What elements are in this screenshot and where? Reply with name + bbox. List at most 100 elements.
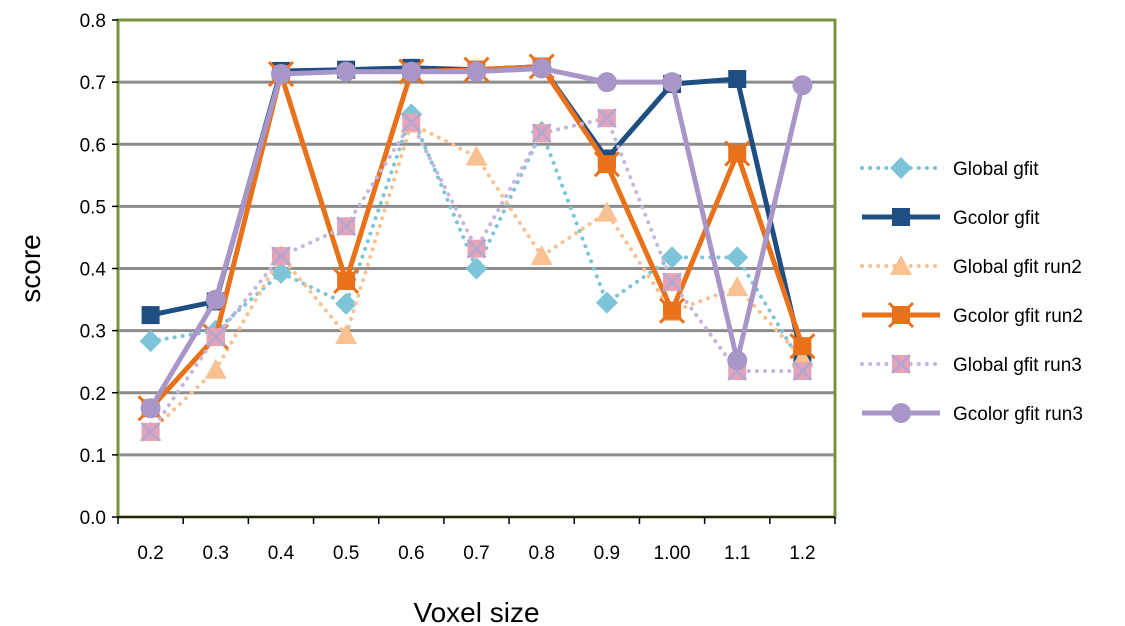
series-1-point xyxy=(139,330,162,353)
series-5-point xyxy=(140,422,161,442)
y-axis-title: score xyxy=(15,234,46,302)
legend-label: Global gfit run2 xyxy=(953,257,1082,278)
series-6-point xyxy=(336,61,357,82)
x-tick-label: 0.3 xyxy=(203,543,229,564)
series-4-point xyxy=(658,297,686,324)
legend-marker xyxy=(891,354,911,374)
series-5-line xyxy=(148,116,805,434)
series-6-point xyxy=(466,61,487,82)
series-4-point xyxy=(593,151,620,178)
series-5-point xyxy=(336,216,357,237)
series-5-point-cross xyxy=(662,272,682,293)
series-6-point xyxy=(140,398,161,419)
series-1-point xyxy=(661,246,684,269)
series-4-point-cross xyxy=(789,333,816,360)
x-tick-label: 0.5 xyxy=(333,543,359,564)
x-tick-label: 0.8 xyxy=(528,543,554,564)
legend-marker-cross xyxy=(887,301,915,329)
series-5-point xyxy=(596,108,617,129)
x-tick-label: 1.00 xyxy=(654,543,691,564)
series-5-point xyxy=(205,326,226,347)
legend-item: Gcolor gfit run2 xyxy=(862,301,1083,329)
series-5-point-cross xyxy=(271,246,291,266)
series-1-point xyxy=(595,291,618,314)
series-3-point xyxy=(726,276,749,297)
axes: 0.0 0.1 0.2 0.3 0.4 0.5 0.6 0.7 0.8 0.2 0.3 0.4 0.5 0… xyxy=(80,11,836,564)
legend-item: Gcolor gfit run3 xyxy=(862,403,1083,425)
series-4-point xyxy=(333,267,360,294)
series-6-point xyxy=(727,350,748,371)
series-1-point xyxy=(465,257,488,280)
x-tick-label: 0.2 xyxy=(137,543,163,564)
series-5-point-cross xyxy=(140,422,161,442)
x-tick-label: 0.7 xyxy=(463,543,489,564)
legend-item: Global gfit run2 xyxy=(860,255,1082,278)
series-4 xyxy=(137,53,816,422)
y-tick-label: 0.7 xyxy=(80,73,106,94)
series-3-point xyxy=(530,245,553,266)
series-5-point xyxy=(401,112,422,133)
series-4-point xyxy=(724,140,751,167)
series-5-point xyxy=(531,123,552,143)
legend-marker xyxy=(891,403,911,423)
series-1-point xyxy=(335,292,358,315)
series-layer xyxy=(137,53,816,442)
series-5-point-cross xyxy=(531,123,552,143)
x-tick-label: 0.4 xyxy=(268,543,295,564)
x-tick-label: 0.9 xyxy=(594,543,620,564)
x-tick-label: 1.1 xyxy=(724,543,750,564)
series-4-line xyxy=(148,64,805,410)
y-tick-label: 0.8 xyxy=(80,11,106,32)
series-5-point-cross xyxy=(596,108,617,129)
legend-item: Global gfit run3 xyxy=(860,354,1082,376)
legend-label: Gcolor gfit run2 xyxy=(953,306,1083,327)
x-tick-label: 1.2 xyxy=(789,543,815,564)
series-1-point xyxy=(269,261,292,284)
y-tick-label: 0.5 xyxy=(80,197,106,218)
series-4-point xyxy=(789,333,816,360)
series-5-point-cross xyxy=(336,216,357,237)
series-6-point xyxy=(205,289,226,310)
legend-item: Global gfit xyxy=(860,157,1039,180)
series-1-point xyxy=(726,246,749,269)
legend-marker xyxy=(890,255,912,275)
series-2-point xyxy=(141,306,160,325)
series-3-point xyxy=(595,201,618,222)
series-6-point xyxy=(596,72,617,93)
x-tick-label: 0.6 xyxy=(398,543,424,564)
series-6-point xyxy=(270,64,291,85)
series-5-point xyxy=(271,246,291,266)
legend-label: Global gfit xyxy=(953,159,1039,180)
y-tick-label: 0.0 xyxy=(80,508,106,529)
series-4-point-cross xyxy=(724,140,751,167)
series-2-point xyxy=(728,70,747,89)
series-6-point xyxy=(401,61,422,82)
legend-label: Global gfit run3 xyxy=(953,355,1082,376)
series-5-point xyxy=(466,238,487,259)
series-6-point xyxy=(662,72,683,93)
y-tick-label: 0.3 xyxy=(80,322,106,343)
y-tick-label: 0.2 xyxy=(80,384,106,405)
gridlines xyxy=(118,80,835,457)
series-5-point-cross xyxy=(466,238,487,259)
legend-marker xyxy=(890,157,912,179)
series-5-point xyxy=(792,361,813,381)
series-3-point xyxy=(204,358,227,379)
y-tick-label: 0.6 xyxy=(80,135,106,156)
legend-marker-cross xyxy=(891,354,911,374)
series-5-point xyxy=(662,272,682,293)
series-5-point-cross xyxy=(792,361,813,381)
series-4-point-cross xyxy=(333,267,360,294)
series-6 xyxy=(140,58,813,419)
series-5 xyxy=(140,108,813,442)
series-3-point xyxy=(335,323,358,344)
legend-item: Gcolor gfit xyxy=(862,208,1040,229)
y-tick-label: 0.4 xyxy=(80,260,107,281)
series-5-point-cross xyxy=(401,112,422,133)
legend-marker xyxy=(887,301,915,329)
x-axis-title: Voxel size xyxy=(413,597,539,626)
series-4-point-cross xyxy=(593,151,620,178)
y-tick-label: 0.1 xyxy=(80,446,106,467)
series-6-point xyxy=(531,58,552,79)
